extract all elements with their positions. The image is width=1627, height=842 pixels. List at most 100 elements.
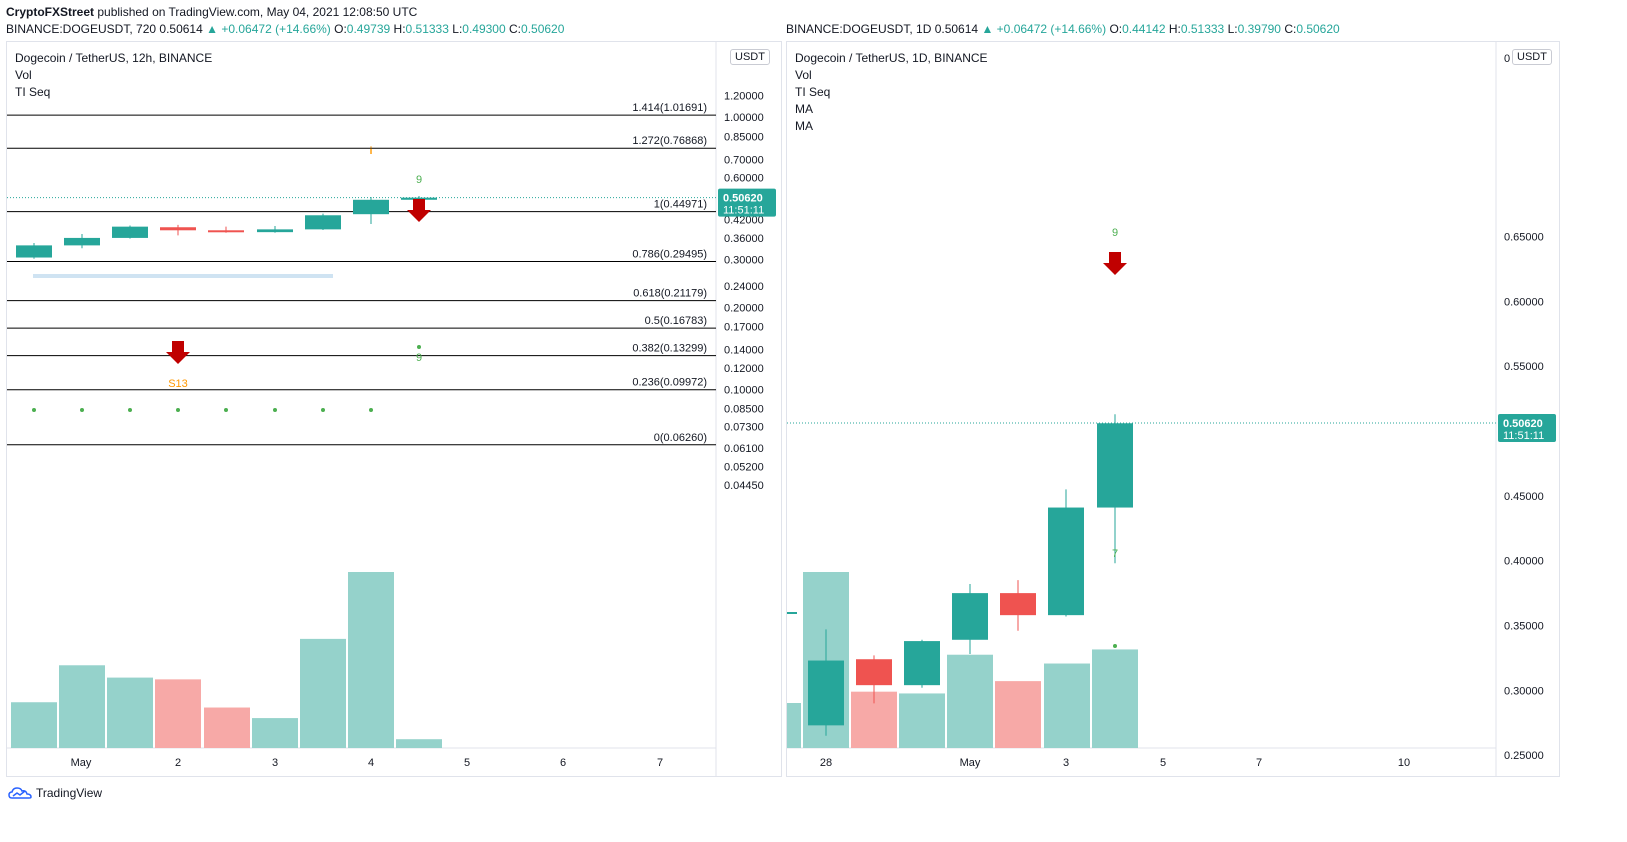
left-y-tick-label: 0.36000: [724, 233, 764, 245]
right-last: 0.50614: [934, 22, 979, 36]
left-volume-bar: [11, 702, 57, 748]
left-y-tick-label: 0.85000: [724, 131, 764, 143]
right-candle-body: [856, 659, 892, 686]
right-x-tick-label: 28: [820, 757, 832, 769]
left-x-tick-label: 3: [272, 757, 278, 769]
left-volume-bar: [300, 638, 346, 748]
left-chart-svg[interactable]: 1.414(1.01691) 1.272(0.76868) 1(0.44971) 0.…: [7, 42, 781, 776]
left-candle-body: [353, 199, 389, 215]
right-legend-title[interactable]: Dogecoin / TetherUS, 1D, BINANCE: [795, 51, 988, 65]
left-low: 0.49300: [462, 22, 506, 36]
right-candle-body: [1097, 423, 1133, 508]
left-y-tick-label: 0.06100: [724, 443, 764, 455]
left-tiseq-dot: [176, 408, 180, 412]
left-legend-vol[interactable]: Vol: [15, 68, 32, 82]
right-symbol: BINANCE:DOGEUSDT, 1D: [786, 22, 932, 36]
right-volume-bar: [1044, 663, 1090, 748]
left-legend-tiseq[interactable]: TI Seq: [15, 85, 51, 99]
right-currency-label[interactable]: USDT: [1512, 49, 1552, 65]
right-y-tick-label: 0.25000: [1504, 750, 1544, 762]
left-candle-body: [160, 227, 196, 231]
right-x-tick-label: 10: [1398, 757, 1410, 769]
left-y-tick-label: 1.20000: [724, 91, 764, 103]
right-legend-tiseq[interactable]: TI Seq: [795, 85, 831, 99]
left-legend: Dogecoin / TetherUS, 12h, BINANCE Vol TI…: [15, 50, 212, 101]
left-up-arrow-icon: ▲: [206, 22, 219, 36]
left-y-tick-label: 0.12000: [724, 363, 764, 375]
left-trendline-band: [33, 274, 333, 278]
publish-info: published on TradingView.com, May 04, 20…: [97, 5, 418, 19]
right-change: +0.06472 (+14.66%): [996, 22, 1107, 36]
left-lower-setup-count: 9: [416, 352, 422, 364]
right-x-tick-label: May: [960, 757, 981, 769]
right-y-tick-label: 0.60000: [1504, 296, 1544, 308]
left-chart-pane[interactable]: Dogecoin / TetherUS, 12h, BINANCE Vol TI…: [6, 41, 782, 777]
left-y-tick-label: 0.04450: [724, 480, 764, 492]
right-open: 0.44142: [1122, 22, 1166, 36]
right-candle-body: [1048, 507, 1084, 616]
tradingview-logo-icon: [8, 787, 32, 799]
right-x-tick-label: 3: [1063, 757, 1069, 769]
right-count-seven: 7: [1112, 548, 1118, 560]
left-o-key: O:: [334, 22, 347, 36]
left-volume-bar: [59, 665, 105, 748]
left-x-tick-label: 4: [368, 757, 374, 769]
left-info-marker: i: [370, 146, 373, 157]
right-y-tick-label: 0.55000: [1504, 361, 1544, 373]
left-fib-level-label: 1.272(0.76868): [632, 135, 707, 147]
left-candle-body: [64, 237, 100, 246]
left-legend-title[interactable]: Dogecoin / TetherUS, 12h, BINANCE: [15, 51, 213, 65]
right-candle-body: [1000, 593, 1036, 616]
right-y-tick-label: 0.65000: [1504, 232, 1544, 244]
left-candle-body: [257, 229, 293, 233]
right-l-key: L:: [1227, 22, 1238, 36]
left-tiseq-dot: [273, 408, 277, 412]
left-sell-setup-count: 9: [416, 174, 422, 186]
left-symbol: BINANCE:DOGEUSDT, 720: [6, 22, 157, 36]
left-fib-level-label: 1.414(1.01691): [632, 102, 707, 114]
left-fib-level-label: 1(0.44971): [654, 199, 707, 211]
right-price-tag-value: 0.50620: [1503, 418, 1543, 430]
left-y-tick-label: 0.60000: [724, 173, 764, 185]
right-candle-body: [952, 593, 988, 640]
left-volume-bar: [107, 677, 153, 748]
left-change: +0.06472 (+14.66%): [221, 22, 331, 36]
left-fib-level-label: 0(0.06260): [654, 432, 707, 444]
left-candle-body: [305, 215, 341, 230]
left-price-tag-countdown: 11:51:11: [723, 205, 764, 217]
left-tiseq-dot: [128, 408, 132, 412]
left-close: 0.50620: [521, 22, 565, 36]
right-high: 0.51333: [1180, 22, 1225, 36]
right-chart-pane[interactable]: Dogecoin / TetherUS, 1D, BINANCE Vol TI …: [786, 41, 1560, 777]
left-tiseq-dot: [417, 345, 421, 349]
right-chart-svg[interactable]: 9 7 0 0.65000 0.60000 0.55000 0.45000 0.40000 0.…: [787, 42, 1559, 776]
left-y-tick-label: 0.17000: [724, 322, 764, 334]
right-y-tick-label: 0.35000: [1504, 621, 1544, 633]
right-o-key: O:: [1109, 22, 1123, 36]
left-tiseq-dot: [369, 408, 373, 412]
left-price-tag: [718, 188, 776, 217]
left-x-tick-label: 6: [560, 757, 566, 769]
right-price-tag-countdown: 11:51:11: [1503, 430, 1544, 442]
left-x-tick-label: May: [71, 757, 92, 769]
left-volume-bar: [204, 707, 250, 748]
left-volume-bar: [396, 739, 442, 748]
right-y-tick-label: 0.40000: [1504, 556, 1544, 568]
left-currency-label[interactable]: USDT: [730, 49, 770, 65]
right-sell-setup-count: 9: [1112, 227, 1118, 239]
right-legend-vol[interactable]: Vol: [795, 68, 812, 82]
left-last: 0.50614: [159, 22, 203, 36]
right-x-tick-label: 5: [1160, 757, 1166, 769]
right-legend-ma1[interactable]: MA: [795, 102, 813, 116]
left-fib-level-label: 0.786(0.29495): [632, 248, 707, 260]
left-setup-label: S13: [168, 378, 188, 390]
author-name[interactable]: CryptoFXStreet: [6, 5, 95, 19]
left-high: 0.51333: [405, 22, 449, 36]
right-volume-bar: [995, 681, 1041, 748]
right-volume-bar: [1092, 649, 1138, 748]
right-up-arrow-icon: ▲: [981, 22, 994, 36]
right-legend-ma2[interactable]: MA: [795, 119, 813, 133]
tradingview-footer[interactable]: TradingView: [8, 786, 102, 800]
left-candle-body: [112, 226, 148, 238]
left-tiseq-dot: [32, 408, 36, 412]
